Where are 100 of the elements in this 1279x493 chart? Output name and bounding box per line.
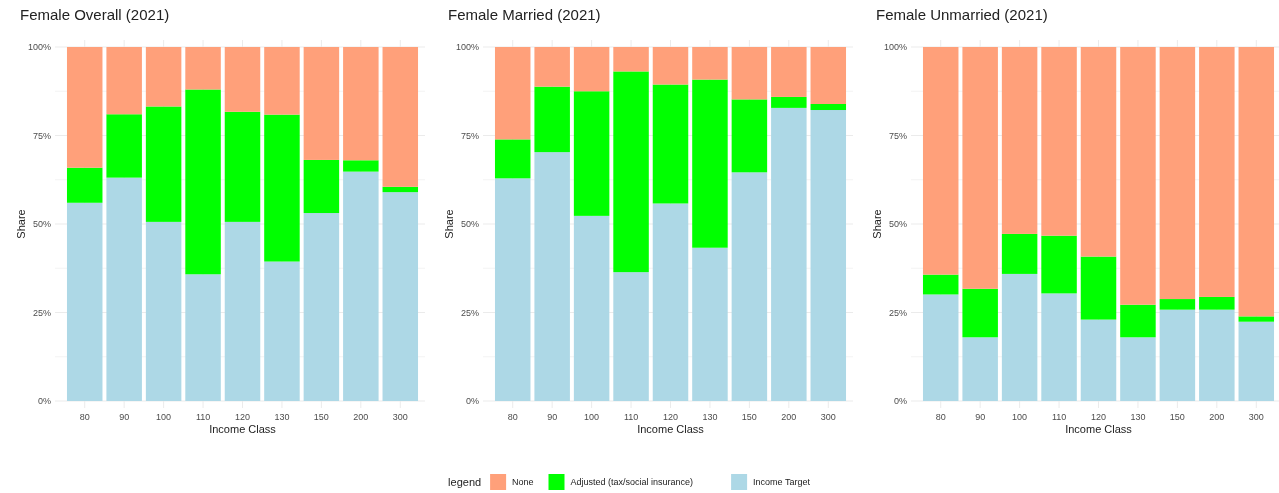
bar [264, 114, 300, 262]
bar [652, 47, 689, 85]
x-tick-label: 120 [234, 412, 251, 422]
bar [922, 274, 959, 295]
bar [1238, 316, 1275, 322]
bar [534, 152, 570, 401]
x-axis-title: Income Class [1065, 423, 1133, 435]
bar [382, 47, 419, 187]
chart-title: Female Overall (2021) [20, 6, 170, 23]
x-tick-label: 110 [195, 412, 211, 422]
x-tick-label: 150 [1169, 412, 1185, 422]
bar [145, 47, 182, 107]
x-tick-label: 200 [353, 412, 369, 422]
x-tick-label: 90 [547, 412, 558, 422]
y-tick-label: 25% [460, 307, 479, 318]
bar [962, 47, 998, 289]
bar [382, 186, 419, 193]
y-tick-label: 75% [460, 130, 479, 141]
bar [1041, 235, 1077, 294]
y-tick-label: 100% [455, 42, 479, 53]
bar [106, 177, 142, 401]
bar [922, 47, 959, 275]
x-tick-label: 200 [1209, 412, 1225, 422]
bar [185, 274, 221, 401]
bar [264, 47, 300, 115]
y-tick-label: 0% [893, 396, 907, 407]
bar [1159, 299, 1196, 310]
bar [731, 99, 768, 173]
bar [652, 203, 689, 401]
bar [303, 159, 340, 214]
bar [1199, 47, 1235, 297]
bar [303, 213, 340, 401]
y-tick-label: 0% [37, 396, 51, 407]
x-tick-label: 130 [274, 412, 290, 422]
x-tick-label: 80 [507, 412, 518, 422]
x-tick-label: 150 [313, 412, 329, 422]
y-tick-label: 50% [460, 219, 479, 230]
y-tick-label: 0% [465, 396, 479, 407]
x-tick-label: 100 [584, 412, 600, 422]
y-tick-label: 25% [32, 307, 51, 318]
bar [613, 71, 649, 273]
x-tick-label: 300 [392, 412, 408, 422]
legend-label: Income Target [753, 477, 811, 488]
bar [1001, 233, 1038, 274]
x-tick-label: 110 [623, 412, 639, 422]
bar [810, 103, 847, 111]
bar [343, 160, 379, 172]
bar [613, 47, 649, 72]
bar [962, 288, 998, 338]
x-tick-label: 100 [1012, 412, 1028, 422]
y-tick-label: 50% [888, 219, 907, 230]
bar [106, 47, 142, 115]
bar [1199, 296, 1235, 310]
bar [692, 247, 728, 401]
x-tick-label: 130 [702, 412, 718, 422]
y-axis-title: Share [443, 209, 455, 239]
bar [810, 110, 847, 401]
bar [343, 171, 379, 401]
bar [810, 47, 847, 104]
x-tick-label: 120 [662, 412, 679, 422]
bar [1080, 319, 1117, 401]
x-tick-label: 300 [1248, 412, 1264, 422]
chart-title: Female Unmarried (2021) [876, 6, 1048, 23]
x-tick-label: 300 [820, 412, 836, 422]
y-axis-title: Share [871, 209, 883, 239]
bar [66, 167, 103, 203]
bar [1080, 47, 1117, 257]
bar [573, 215, 610, 401]
bar [1159, 309, 1196, 401]
y-axis-title: Share [15, 209, 27, 239]
bar [185, 89, 221, 275]
x-tick-label: 80 [935, 412, 946, 422]
bar [145, 221, 182, 401]
x-tick-label: 90 [119, 412, 130, 422]
y-tick-label: 25% [888, 307, 907, 318]
bar [66, 202, 103, 401]
bar [613, 272, 649, 401]
bar [962, 337, 998, 401]
bar [731, 172, 768, 401]
bar [494, 47, 531, 140]
bar [1001, 47, 1038, 234]
y-tick-label: 75% [888, 130, 907, 141]
legend-label: Adjusted (tax/social insurance) [570, 477, 694, 488]
x-tick-label: 110 [1051, 412, 1067, 422]
x-axis-title: Income Class [637, 423, 705, 435]
y-tick-label: 100% [883, 42, 907, 53]
bar [224, 111, 261, 222]
x-tick-label: 150 [741, 412, 757, 422]
x-tick-label: 100 [156, 412, 172, 422]
bar [652, 84, 689, 204]
y-tick-label: 50% [32, 219, 51, 230]
bar [1238, 321, 1275, 401]
bar [224, 221, 261, 401]
legend-label: None [512, 477, 534, 488]
x-tick-label: 200 [781, 412, 797, 422]
bar [382, 192, 419, 401]
bar [1120, 47, 1156, 305]
bar [1120, 337, 1156, 401]
bar [922, 294, 959, 401]
bar [494, 178, 531, 401]
